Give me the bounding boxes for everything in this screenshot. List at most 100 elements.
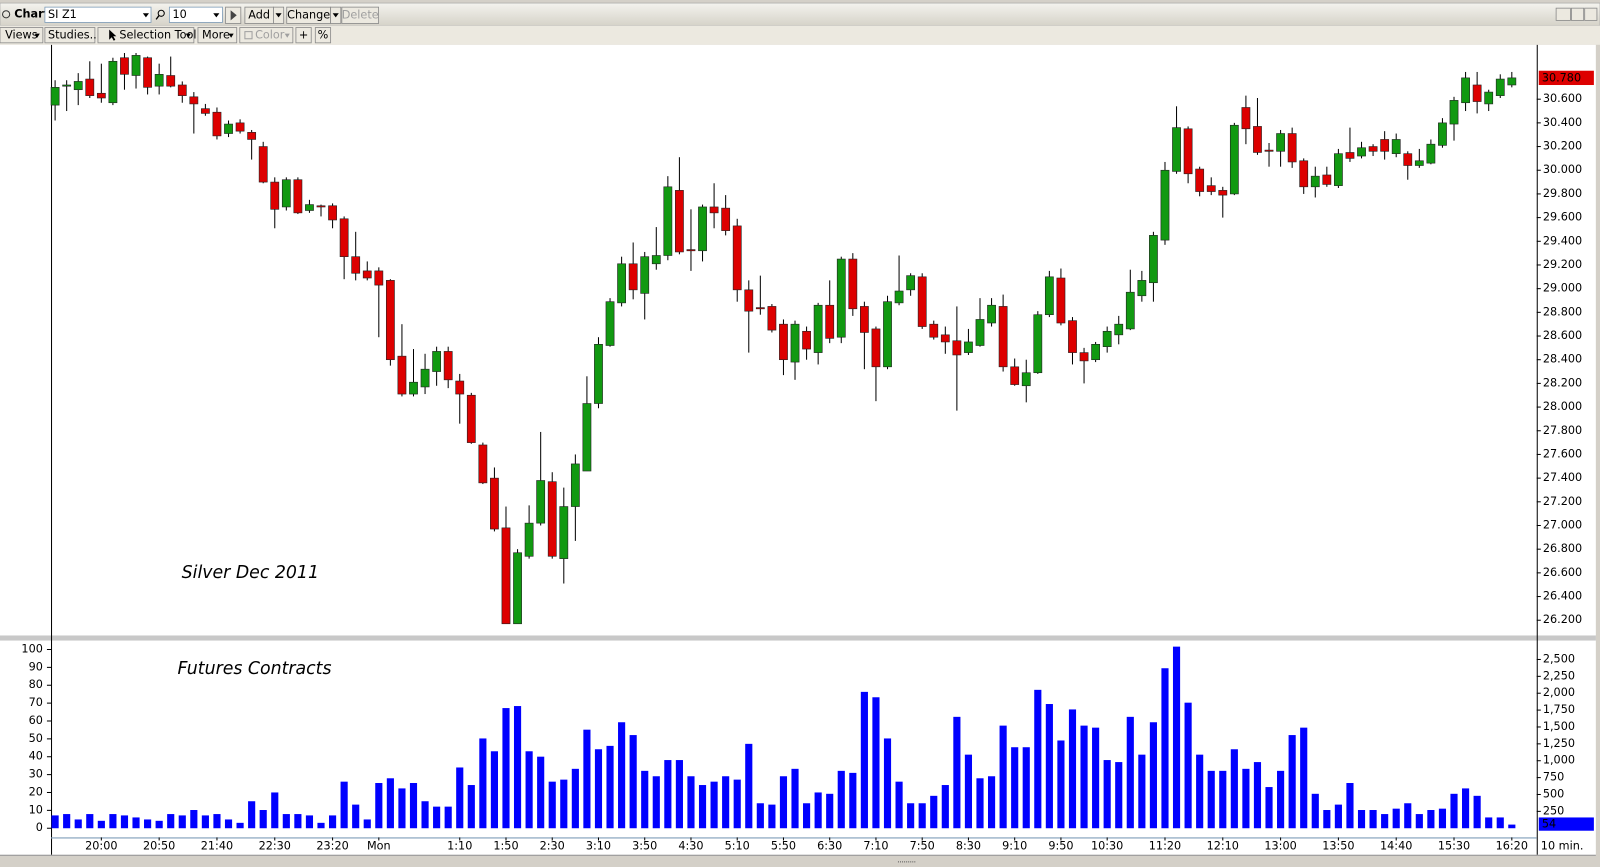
volume-bar — [1265, 787, 1273, 829]
volume-bar — [433, 806, 441, 829]
dropdown-arrow — [284, 33, 290, 38]
panel-separator — [0, 635, 1596, 641]
volume-bar — [1034, 689, 1042, 829]
interval-input[interactable] — [168, 6, 223, 23]
candle-body — [732, 225, 742, 291]
candle-body — [1114, 323, 1124, 336]
y-tick-label: 29.200 — [1543, 258, 1582, 271]
selection-tool-button[interactable] — [97, 27, 195, 44]
volume-bar — [340, 781, 348, 829]
close-button[interactable] — [1584, 7, 1598, 21]
dropdown-arrow[interactable] — [142, 13, 149, 18]
restore-button[interactable] — [1555, 7, 1571, 21]
volume-bar — [144, 819, 152, 829]
minimize-button[interactable] — [1571, 7, 1585, 21]
more-button[interactable] — [197, 27, 238, 44]
candle-body — [316, 205, 326, 208]
views-button[interactable] — [0, 27, 44, 44]
volume-bar — [768, 804, 776, 829]
crosshair-button[interactable] — [295, 27, 312, 44]
volume-bar — [837, 770, 845, 829]
candle-body — [235, 122, 245, 132]
y2-tick-label: 250 — [1543, 804, 1564, 817]
y-tick-label: 50 — [29, 732, 43, 745]
candle-body — [755, 307, 765, 310]
volume-bar — [675, 760, 683, 829]
volume-bar — [224, 819, 233, 829]
dropdown-arrow — [185, 33, 191, 38]
candle-body — [582, 403, 592, 472]
volume-bar — [1057, 740, 1065, 829]
candle-body — [1391, 139, 1401, 154]
candle-body — [305, 204, 314, 211]
y-tick-label: 30.600 — [1543, 92, 1582, 105]
symbol-input[interactable] — [44, 6, 152, 23]
volume-bar — [1496, 817, 1504, 829]
x-tick-label: 3:10 — [586, 840, 611, 853]
volume-bar — [525, 751, 533, 829]
candle-body — [293, 179, 303, 214]
volume-bar — [641, 770, 649, 829]
candle-body — [975, 319, 985, 346]
y-tick-label: 27.400 — [1543, 471, 1582, 484]
candle-body — [1426, 143, 1436, 164]
candle-body — [836, 258, 846, 338]
candle-body — [1264, 149, 1274, 152]
volume-bar — [606, 745, 614, 829]
volume-bar — [883, 738, 892, 829]
y-tick-label: 28.200 — [1543, 376, 1582, 389]
x-tick-label: 22:30 — [259, 840, 291, 853]
candle-body — [559, 506, 569, 559]
percent-label: % — [318, 29, 329, 42]
volume-bar — [976, 778, 984, 829]
candle-body — [1183, 128, 1193, 175]
candle-body — [154, 74, 164, 87]
volume-bar — [664, 760, 672, 829]
volume-bar — [201, 815, 209, 829]
percent-button[interactable] — [314, 27, 332, 44]
volume-bar — [178, 815, 186, 829]
volume-bar — [1357, 810, 1366, 829]
volume-bar — [282, 814, 290, 829]
volume-bar — [1115, 762, 1123, 829]
candle-body — [409, 381, 418, 395]
cursor-icon — [109, 29, 117, 41]
candle-body — [663, 186, 673, 256]
volume-bar — [987, 776, 996, 829]
volume-bar — [733, 779, 741, 829]
volume-bar — [317, 822, 325, 829]
volume-bar — [1427, 810, 1435, 829]
y-tick-label: 27.200 — [1543, 495, 1582, 508]
volume-bar — [652, 776, 660, 829]
volume-bar — [1161, 668, 1169, 829]
volume-bar — [791, 768, 799, 829]
volume-bar — [930, 795, 938, 829]
y-tick-label: 30.200 — [1543, 140, 1582, 153]
search-icon[interactable] — [157, 9, 165, 17]
y-tick-label: 27.000 — [1543, 518, 1582, 531]
symbol-text: SI Z1 — [48, 8, 77, 21]
y-tick-label: 28.600 — [1543, 329, 1582, 342]
volume-bar — [63, 814, 71, 829]
studies-button[interactable] — [44, 27, 96, 44]
dropdown-arrow[interactable] — [213, 13, 220, 18]
volume-bar — [167, 814, 175, 829]
volume-bar — [1184, 702, 1192, 829]
candle-body — [524, 522, 534, 557]
candle-body — [1484, 91, 1494, 105]
x-tick-label: 9:10 — [1002, 840, 1027, 853]
volume-bar — [756, 803, 764, 829]
y2-tick-label: 1,500 — [1543, 720, 1575, 733]
candle-body — [397, 355, 407, 395]
volume-bar — [294, 814, 302, 829]
volume-bar — [1462, 788, 1470, 829]
candle-body — [73, 81, 83, 91]
color-button — [239, 27, 294, 44]
candle-body — [1102, 330, 1112, 347]
candle-body — [1334, 153, 1343, 186]
volume-bar — [1450, 793, 1458, 829]
candle-body — [490, 477, 499, 530]
x-tick-label: 11:20 — [1149, 840, 1181, 853]
volume-bar — [248, 801, 256, 829]
x-tick-label: 15:30 — [1438, 840, 1470, 853]
